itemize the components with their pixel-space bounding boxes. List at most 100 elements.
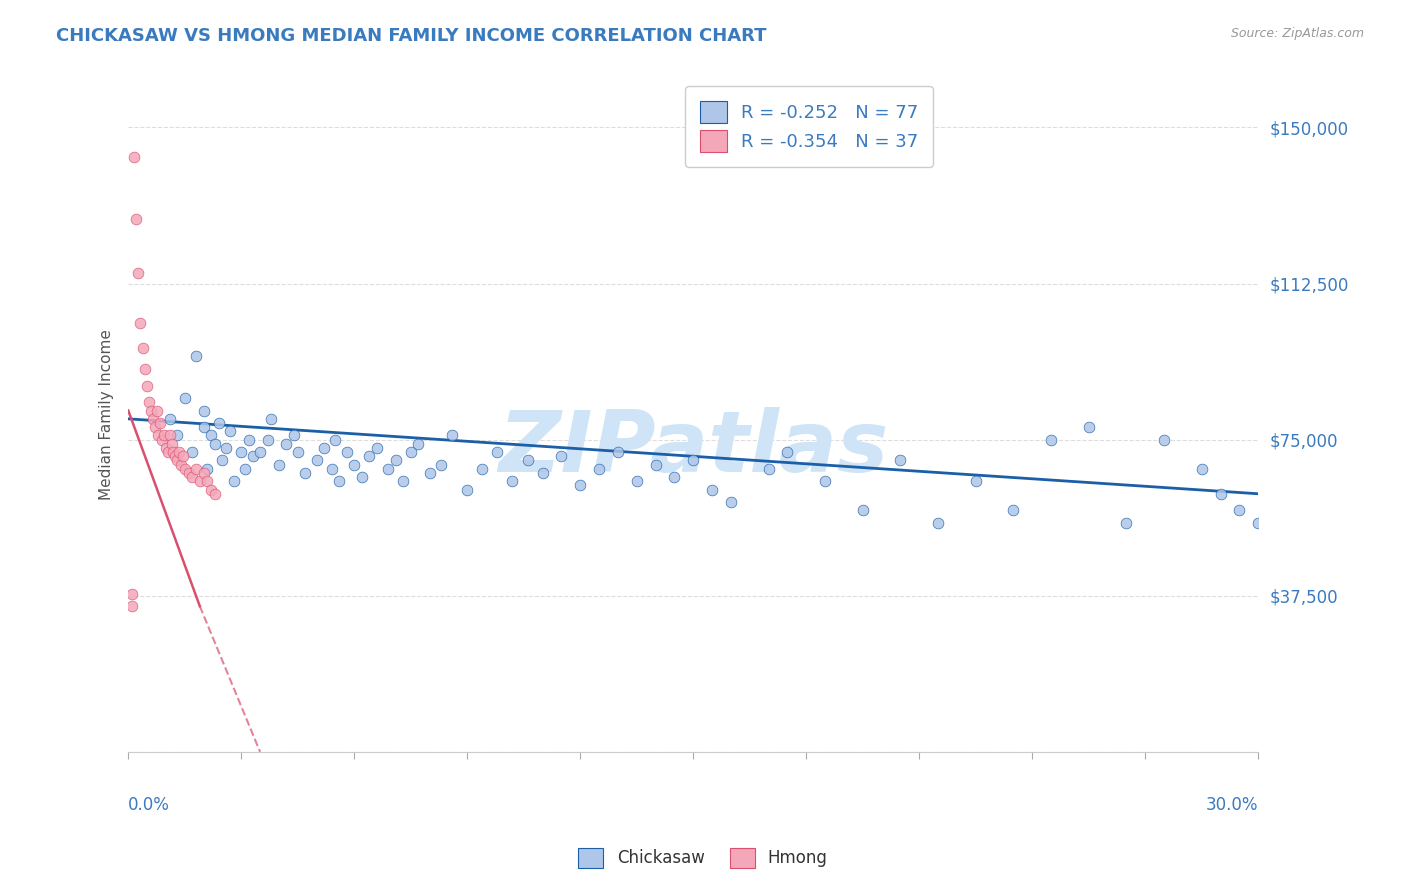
Point	[204, 437, 226, 451]
Point	[215, 441, 238, 455]
Point	[1247, 516, 1270, 530]
Point	[276, 437, 298, 451]
Text: Source: ZipAtlas.com: Source: ZipAtlas.com	[1230, 27, 1364, 40]
Point	[166, 428, 188, 442]
Point	[350, 470, 373, 484]
Point	[233, 462, 256, 476]
Point	[569, 478, 592, 492]
Point	[550, 450, 572, 464]
Point	[1115, 516, 1137, 530]
Point	[132, 341, 155, 355]
Point	[325, 433, 347, 447]
Point	[328, 475, 350, 489]
Point	[644, 458, 666, 472]
Point	[134, 362, 156, 376]
Point	[384, 453, 406, 467]
Point	[173, 462, 195, 476]
Point	[456, 483, 478, 497]
Point	[193, 403, 215, 417]
Point	[138, 395, 160, 409]
Point	[664, 470, 686, 484]
Legend: R = -0.252   N = 77, R = -0.354   N = 37: R = -0.252 N = 77, R = -0.354 N = 37	[685, 87, 934, 167]
Point	[852, 503, 875, 517]
Point	[294, 466, 316, 480]
Point	[219, 425, 242, 439]
Point	[128, 316, 150, 330]
Point	[177, 466, 200, 480]
Point	[121, 587, 143, 601]
Point	[359, 450, 381, 464]
Point	[142, 412, 165, 426]
Point	[531, 466, 554, 480]
Point	[392, 475, 415, 489]
Point	[162, 445, 184, 459]
Point	[321, 462, 343, 476]
Point	[143, 420, 166, 434]
Point	[260, 412, 283, 426]
Point	[1153, 433, 1175, 447]
Point	[200, 483, 222, 497]
Point	[173, 391, 195, 405]
Point	[149, 416, 172, 430]
Text: 30.0%: 30.0%	[1206, 796, 1258, 814]
Point	[516, 453, 538, 467]
Point	[193, 420, 215, 434]
Point	[184, 462, 207, 476]
Point	[267, 458, 290, 472]
Point	[776, 445, 799, 459]
Point	[136, 378, 159, 392]
Point	[1229, 503, 1251, 517]
Point	[160, 437, 183, 451]
Point	[314, 441, 336, 455]
Point	[377, 462, 399, 476]
Point	[720, 495, 742, 509]
Point	[238, 433, 260, 447]
Point	[927, 516, 949, 530]
Point	[1002, 503, 1025, 517]
Point	[1077, 420, 1099, 434]
Point	[188, 475, 211, 489]
Legend: Chickasaw, Hmong: Chickasaw, Hmong	[572, 841, 834, 875]
Point	[1209, 487, 1232, 501]
Point	[242, 450, 264, 464]
Point	[181, 470, 204, 484]
Point	[889, 453, 911, 467]
Point	[145, 403, 167, 417]
Point	[193, 466, 215, 480]
Point	[159, 412, 181, 426]
Point	[501, 475, 523, 489]
Text: CHICKASAW VS HMONG MEDIAN FAMILY INCOME CORRELATION CHART: CHICKASAW VS HMONG MEDIAN FAMILY INCOME …	[56, 27, 766, 45]
Point	[150, 433, 173, 447]
Point	[172, 450, 194, 464]
Point	[208, 416, 231, 430]
Point	[419, 466, 441, 480]
Point	[814, 475, 837, 489]
Point	[184, 350, 207, 364]
Point	[139, 403, 162, 417]
Point	[441, 428, 464, 442]
Point	[155, 441, 177, 455]
Point	[200, 428, 222, 442]
Point	[256, 433, 278, 447]
Point	[626, 475, 648, 489]
Point	[127, 266, 149, 280]
Point	[195, 462, 218, 476]
Point	[343, 458, 366, 472]
Point	[1191, 462, 1213, 476]
Y-axis label: Median Family Income: Median Family Income	[100, 329, 114, 500]
Point	[204, 487, 226, 501]
Point	[1040, 433, 1063, 447]
Point	[125, 212, 148, 227]
Text: 0.0%: 0.0%	[128, 796, 170, 814]
Point	[222, 475, 245, 489]
Point	[148, 428, 170, 442]
Point	[607, 445, 630, 459]
Point	[366, 441, 388, 455]
Point	[471, 462, 494, 476]
Point	[965, 475, 987, 489]
Point	[283, 428, 305, 442]
Point	[336, 445, 359, 459]
Point	[231, 445, 253, 459]
Point	[159, 428, 181, 442]
Point	[758, 462, 780, 476]
